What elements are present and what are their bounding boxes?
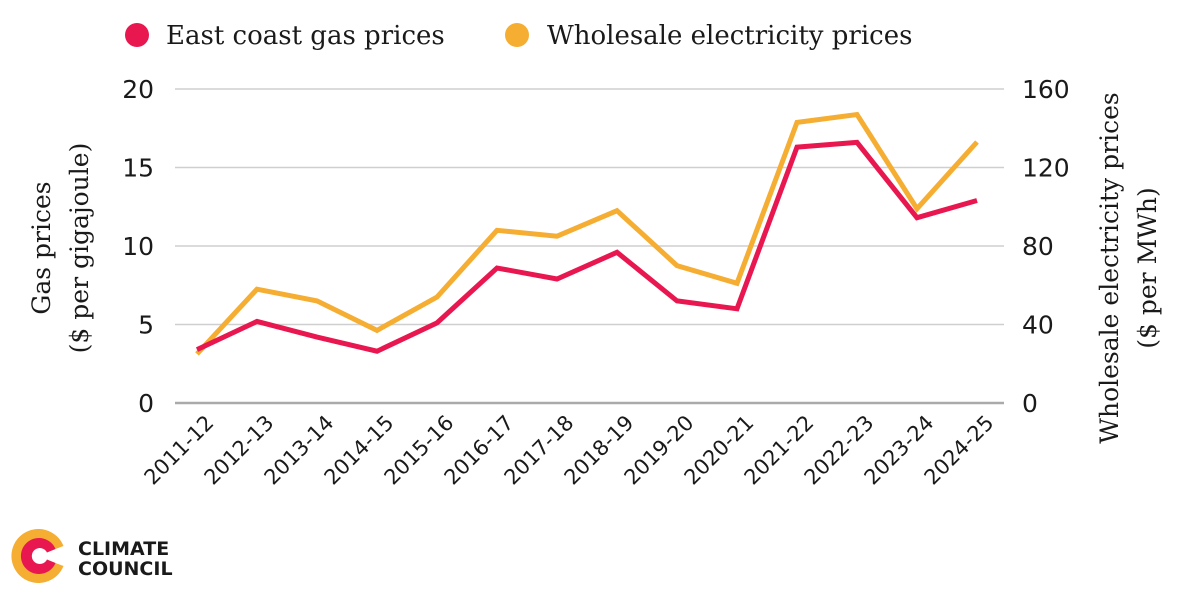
x-axis-ticks: 2011-122012-132013-142014-152015-162016-… [140, 411, 999, 490]
y-axis-left-title: Gas prices ($ per gigajoule) [27, 143, 94, 354]
y-left-tick-label: 10 [122, 232, 154, 261]
y-axis-left-title-line1: Gas prices [27, 181, 56, 314]
y-axis-right-title: Wholesale electricity prices ($ per MWh) [1095, 92, 1162, 443]
climate-council-logo: CLIMATE COUNCIL [11, 529, 173, 584]
legend-marker-gas [125, 23, 149, 47]
y-right-tick-label: 120 [1022, 154, 1070, 183]
y-left-tick-label: 15 [122, 154, 154, 183]
legend-label-electricity: Wholesale electricity prices [547, 21, 912, 51]
series-line-electricity [195, 111, 979, 356]
y-right-tick-label: 80 [1022, 232, 1054, 261]
logo-text-line2: COUNCIL [78, 558, 173, 580]
legend: East coast gas prices Wholesale electric… [125, 21, 912, 51]
y-left-tick-label: 20 [122, 75, 154, 104]
legend-marker-electricity [505, 23, 529, 47]
y-right-tick-label: 40 [1022, 311, 1054, 340]
y-right-tick-label: 160 [1022, 75, 1070, 104]
logo-text-line1: CLIMATE [78, 538, 169, 560]
y-right-tick-label: 0 [1022, 389, 1038, 418]
logo-c-icon [11, 529, 64, 584]
legend-label-gas: East coast gas prices [166, 21, 445, 51]
gridlines [175, 88, 1004, 405]
y-axis-right-title-line1: Wholesale electricity prices [1095, 92, 1124, 443]
y-left-tick-label: 0 [138, 389, 154, 418]
y-axis-left-title-line2: ($ per gigajoule) [65, 143, 94, 354]
y-left-tick-label: 5 [138, 311, 154, 340]
y-axis-right-ticks: 0 40 80 120 160 [1022, 75, 1070, 418]
y-axis-left-ticks: 0 5 10 15 20 [122, 75, 154, 418]
series [195, 111, 979, 356]
series-line-gas [195, 139, 978, 354]
y-axis-right-title-line2: ($ per MWh) [1133, 187, 1162, 348]
